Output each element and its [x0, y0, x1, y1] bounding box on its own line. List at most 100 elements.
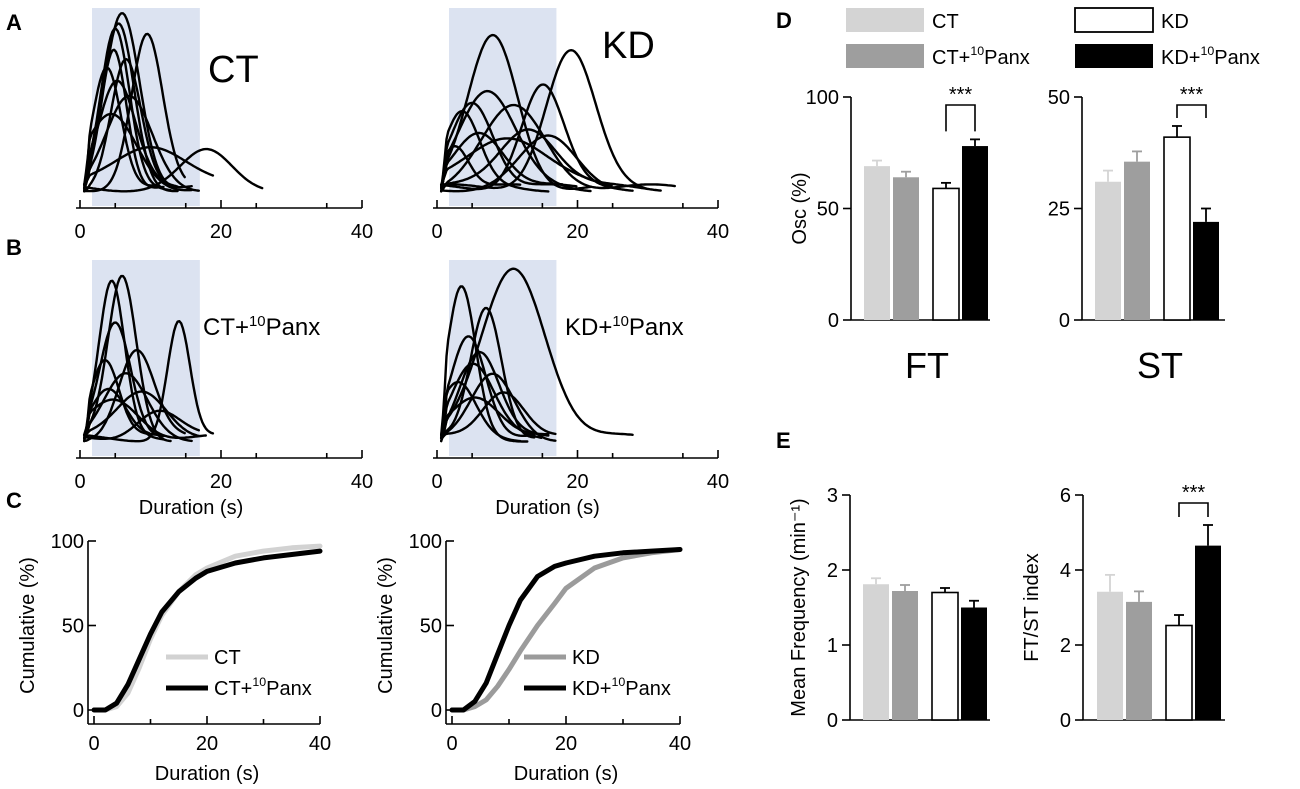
x-tick-label: 0: [446, 733, 457, 755]
x-tick-label: 0: [74, 221, 85, 243]
x-tick-label: 20: [555, 733, 577, 755]
cumulative-line: [449, 547, 683, 713]
x-tick-label: 0: [431, 221, 442, 243]
trace-line: [83, 409, 200, 440]
legend-label: KD: [572, 647, 600, 669]
legend-label: KD+10Panx: [1161, 44, 1260, 69]
trace-line: [440, 391, 557, 436]
legend-label: KD: [1161, 11, 1189, 33]
x-tick-label: 20: [196, 733, 218, 755]
bar: [932, 187, 960, 321]
bar: [961, 607, 987, 720]
y-tick-label: 6: [1060, 485, 1071, 507]
x-tick-label: 20: [566, 471, 588, 493]
condition-label: CT: [208, 49, 259, 91]
x-tick-label: 40: [351, 221, 373, 243]
trace-line: [440, 134, 620, 193]
x-tick-label: 40: [351, 471, 373, 493]
y-tick-label: 2: [827, 560, 838, 582]
y-tick-label: 0: [431, 700, 442, 722]
legend-swatch: [1074, 7, 1154, 33]
x-tick-label: 40: [669, 733, 691, 755]
y-tick-label: 50: [817, 199, 839, 221]
trace-line: [440, 267, 634, 439]
y-tick-label: 0: [1059, 310, 1070, 332]
trace-line: [83, 112, 193, 192]
x-tick-label: 20: [566, 221, 588, 243]
y-tick-label: 25: [1048, 199, 1070, 221]
y-axis-title: FT/ST index: [1021, 553, 1043, 662]
trace-line: [83, 390, 200, 438]
trace-line: [440, 109, 550, 193]
trace-line: [440, 145, 522, 193]
group-label: FT: [905, 345, 949, 386]
group-label: ST: [1137, 345, 1183, 386]
bar: [1163, 136, 1191, 321]
x-tick-label: 20: [210, 471, 232, 493]
bar: [1195, 545, 1221, 720]
trace-line: [440, 396, 550, 439]
x-axis-title: Duration (s): [155, 763, 259, 785]
bar: [863, 584, 889, 720]
panel-letter-b: B: [6, 235, 22, 260]
y-axis-title: Cumulative (%): [17, 557, 39, 694]
x-tick-label: 40: [309, 733, 331, 755]
trace-line: [440, 128, 662, 192]
panel-letter-c: C: [6, 488, 22, 513]
trace-line: [83, 387, 151, 442]
trace-line: [440, 335, 536, 440]
bar: [1095, 181, 1121, 320]
trace-line: [83, 321, 165, 440]
y-tick-label: 3: [827, 485, 838, 507]
x-tick-label: 40: [707, 221, 729, 243]
trace-line: [440, 33, 592, 190]
bar: [864, 166, 890, 320]
bar: [1126, 601, 1152, 720]
legend-swatch: [846, 44, 924, 68]
condition-label: KD: [602, 25, 655, 67]
x-axis-title: Duration (s): [514, 763, 618, 785]
legend-label: KD+10Panx: [572, 675, 671, 700]
trace-line: [440, 49, 648, 190]
y-tick-label: 100: [51, 531, 84, 553]
y-tick-label: 50: [62, 616, 84, 638]
bar: [892, 591, 918, 720]
y-axis-title: Osc (%): [789, 172, 811, 244]
cumulative-line: [449, 547, 683, 713]
y-tick-label: 0: [828, 310, 839, 332]
y-axis-title: Cumulative (%): [375, 557, 397, 694]
y-tick-label: 2: [1060, 635, 1071, 657]
y-tick-label: 1: [827, 635, 838, 657]
bar: [1097, 591, 1123, 720]
trace-line: [83, 66, 158, 192]
trace-line: [83, 348, 186, 443]
trace-line: [83, 147, 264, 193]
legend-label: CT+10Panx: [214, 675, 312, 700]
condition-label: CT+10Panx: [203, 314, 320, 341]
trace-line: [440, 137, 613, 187]
trace-line: [440, 131, 564, 189]
y-tick-label: 0: [1060, 710, 1071, 732]
condition-label: KD+10Panx: [565, 314, 684, 341]
x-axis-title: Duration (s): [495, 497, 599, 519]
y-axis-title: Mean Frequency (min⁻¹): [788, 498, 810, 716]
y-tick-label: 100: [409, 531, 442, 553]
y-tick-label: 0: [827, 710, 838, 732]
legend-swatch: [1075, 44, 1153, 68]
bar: [1165, 624, 1193, 721]
bar: [893, 177, 919, 320]
legend-label: CT: [214, 647, 241, 669]
trace-line: [440, 89, 592, 193]
trace-line: [83, 58, 165, 193]
trace-line: [83, 358, 158, 443]
x-axis-title: Duration (s): [139, 497, 243, 519]
y-tick-label: 50: [1048, 87, 1070, 109]
panel-letter-a: A: [6, 10, 22, 35]
cumulative-line: [91, 548, 323, 713]
x-tick-label: 20: [210, 221, 232, 243]
trace-line: [440, 306, 536, 439]
bar: [931, 591, 959, 721]
legend-label: CT: [932, 11, 959, 33]
y-tick-label: 0: [73, 700, 84, 722]
significance-bracket: [1176, 104, 1207, 118]
